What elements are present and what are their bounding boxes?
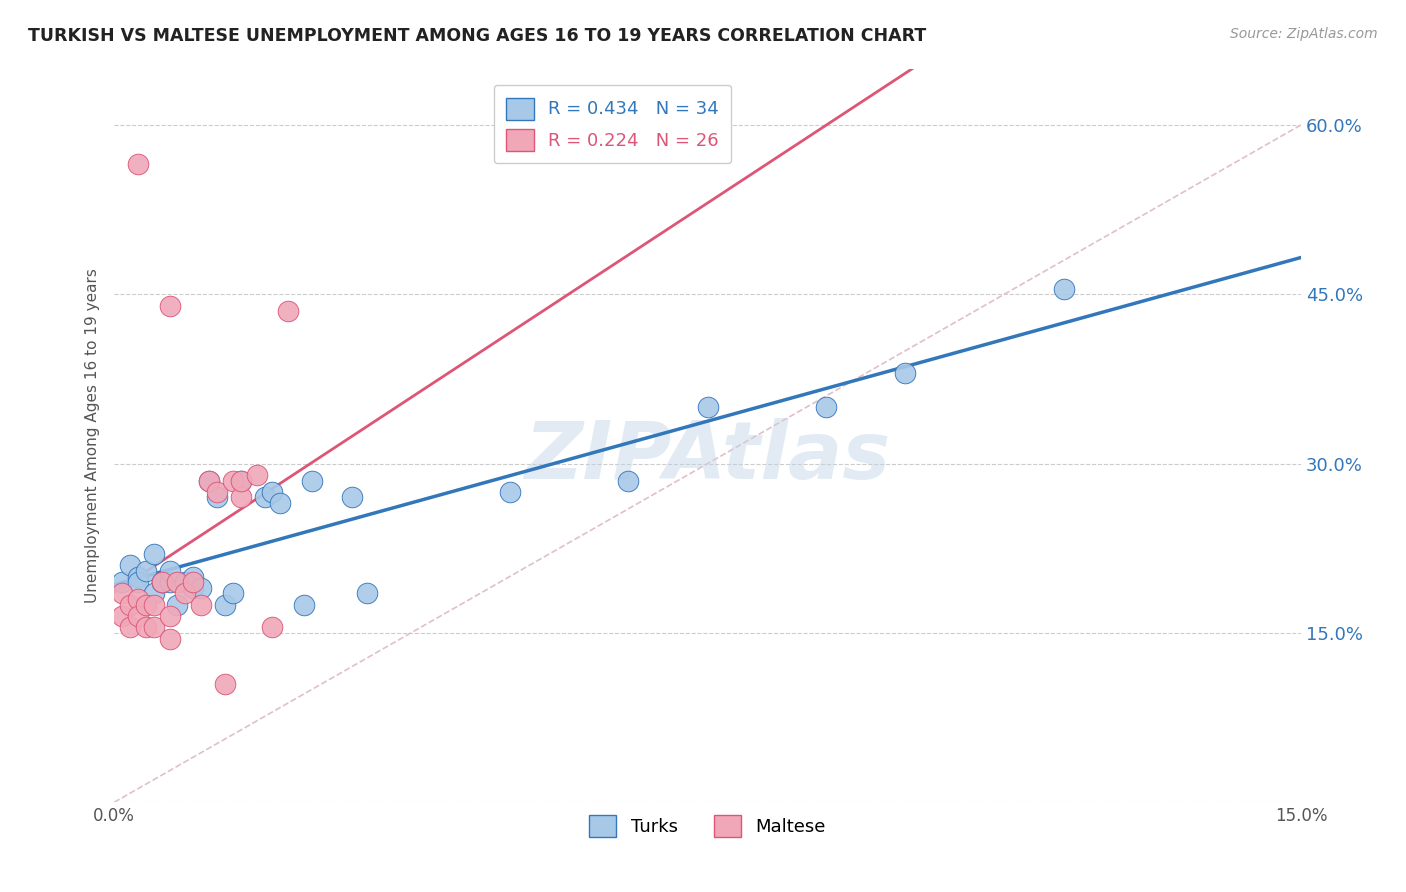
Point: [127, 569, 149, 583]
Point: [135, 564, 157, 578]
Point: [499, 484, 522, 499]
Point: [142, 586, 165, 600]
Legend: Turks, Maltese: Turks, Maltese: [582, 808, 832, 845]
Point: [181, 569, 204, 583]
Point: [150, 575, 173, 590]
Point: [166, 598, 188, 612]
Point: [229, 474, 252, 488]
Point: [142, 547, 165, 561]
Point: [127, 609, 149, 624]
Point: [181, 581, 204, 595]
Point: [894, 367, 917, 381]
Point: [356, 586, 378, 600]
Point: [205, 491, 228, 505]
Point: [159, 575, 181, 590]
Point: [181, 575, 204, 590]
Point: [118, 598, 141, 612]
Point: [222, 586, 245, 600]
Point: [166, 575, 188, 590]
Point: [222, 474, 245, 488]
Point: [127, 592, 149, 607]
Point: [111, 575, 134, 590]
Point: [159, 632, 181, 646]
Point: [118, 558, 141, 573]
Point: [159, 299, 181, 313]
Point: [277, 304, 299, 318]
Point: [1052, 282, 1074, 296]
Point: [127, 157, 149, 171]
Point: [135, 620, 157, 634]
Y-axis label: Unemployment Among Ages 16 to 19 years: Unemployment Among Ages 16 to 19 years: [86, 268, 100, 603]
Point: [174, 575, 197, 590]
Point: [142, 598, 165, 612]
Point: [198, 474, 221, 488]
Point: [118, 620, 141, 634]
Point: [301, 474, 323, 488]
Point: [245, 467, 267, 482]
Point: [174, 586, 197, 600]
Point: [214, 598, 236, 612]
Point: [262, 620, 284, 634]
Point: [142, 620, 165, 634]
Point: [205, 484, 228, 499]
Point: [617, 474, 640, 488]
Point: [269, 496, 291, 510]
Text: ZIPAtlas: ZIPAtlas: [524, 418, 890, 497]
Point: [253, 491, 276, 505]
Point: [190, 581, 212, 595]
Point: [190, 598, 212, 612]
Point: [135, 598, 157, 612]
Point: [815, 400, 838, 414]
Point: [262, 484, 284, 499]
Point: [159, 564, 181, 578]
Text: TURKISH VS MALTESE UNEMPLOYMENT AMONG AGES 16 TO 19 YEARS CORRELATION CHART: TURKISH VS MALTESE UNEMPLOYMENT AMONG AG…: [28, 27, 927, 45]
Point: [292, 598, 315, 612]
Point: [150, 575, 173, 590]
Point: [127, 575, 149, 590]
Point: [229, 474, 252, 488]
Point: [150, 575, 173, 590]
Point: [214, 677, 236, 691]
Point: [696, 400, 718, 414]
Point: [340, 491, 363, 505]
Point: [229, 491, 252, 505]
Point: [111, 609, 134, 624]
Text: Source: ZipAtlas.com: Source: ZipAtlas.com: [1230, 27, 1378, 41]
Point: [159, 609, 181, 624]
Point: [111, 586, 134, 600]
Point: [198, 474, 221, 488]
